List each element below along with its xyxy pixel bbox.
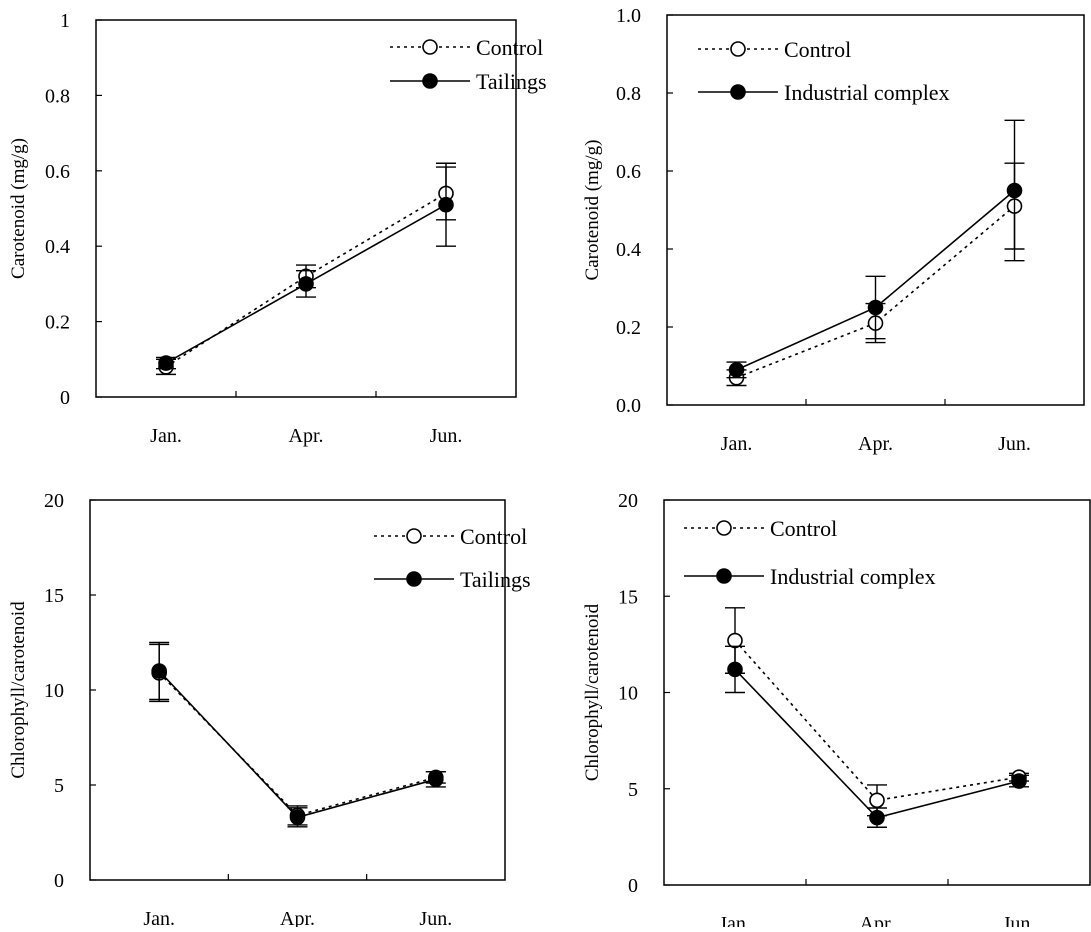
y-tick-label: 0.0 — [616, 395, 641, 417]
legend-entry: Control — [374, 524, 527, 549]
y-tick-label: 10 — [44, 680, 64, 702]
y-axis-label: Chlorophyll/carotenoid — [8, 601, 29, 779]
x-tick-label: Jan. — [719, 913, 751, 927]
legend-entry: Control — [698, 37, 851, 62]
y-tick-label: 10 — [618, 683, 638, 705]
legend-label: Control — [784, 37, 851, 62]
y-tick-label: 15 — [618, 586, 638, 608]
y-axis-label: Chlorophyll/carotenoid — [582, 603, 603, 781]
y-tick-label: 0.8 — [616, 83, 641, 105]
x-tick-label: Apr. — [289, 425, 324, 447]
legend-label: Industrial complex — [784, 80, 950, 105]
y-tick-label: 5 — [628, 779, 638, 801]
data-point-filled — [1006, 182, 1023, 199]
x-tick-label: Jun. — [998, 433, 1031, 455]
series-line — [158, 670, 437, 819]
chart-1: 0 0.2 0.4 0.6 0.8 1 Jan. Apr. Jun. Carotenoid (mg… — [8, 10, 547, 447]
data-point-filled — [158, 355, 174, 371]
legend-marker — [406, 571, 422, 587]
series-control — [149, 643, 446, 826]
legend-marker — [422, 73, 438, 89]
legend-entry: Tailings — [374, 567, 531, 592]
y-tick-label: 0 — [628, 875, 638, 897]
y-tick-label: 15 — [44, 585, 64, 607]
data-point-filled — [867, 299, 884, 316]
series-industrial-complex — [725, 645, 1029, 828]
data-point-filled — [289, 809, 306, 826]
y-tick-label: 1 — [60, 10, 70, 32]
chart-3: 0 5 10 15 20 Jan. Apr. Jun. Chlorophyll/caroteno… — [8, 490, 531, 930]
y-tick-label: 1.0 — [616, 5, 641, 27]
legend-label: Tailings — [460, 567, 531, 592]
data-point-filled — [869, 809, 885, 826]
x-tick-label: Jan. — [721, 433, 753, 455]
data-point-filled — [438, 196, 454, 213]
y-tick-label: 0.6 — [616, 161, 641, 183]
x-tick-label: Jan. — [150, 425, 182, 447]
y-tick-label: 20 — [618, 490, 638, 512]
legend-label: Control — [476, 35, 543, 60]
data-point-filled — [298, 276, 314, 292]
chart-4: 0 5 10 15 20 Jan. Apr. Jun. Chlorophyll/caroteno… — [582, 490, 1091, 932]
legend-label: Industrial complex — [770, 564, 936, 589]
series-line — [165, 192, 447, 368]
x-tick-label: Apr. — [280, 908, 315, 927]
series-line — [734, 639, 1020, 802]
y-axis-label: Carotenoid (mg/g) — [582, 140, 603, 281]
series-industrial-complex — [726, 119, 1025, 379]
y-tick-label: 0 — [54, 870, 64, 892]
series-tailings — [156, 162, 456, 371]
legend-entry: Industrial complex — [684, 564, 936, 589]
x-tick-label: Jun. — [1003, 913, 1036, 927]
x-tick-label: Jan. — [143, 908, 175, 927]
legend-entry: Industrial complex — [698, 80, 950, 105]
legend-marker — [730, 84, 746, 100]
plot-frame — [95, 19, 517, 398]
legend-marker — [716, 568, 732, 584]
chart-2: 0.0 0.2 0.4 0.6 0.8 1.0 Jan. Apr. Jun. Carotenoid… — [582, 5, 1085, 455]
data-point-filled — [728, 362, 745, 378]
x-tick-label: Apr. — [858, 433, 893, 455]
y-tick-label: 0 — [60, 387, 70, 409]
series-tailings — [149, 641, 446, 828]
legend-marker — [406, 528, 422, 544]
y-tick-label: 0.2 — [616, 317, 641, 339]
y-tick-label: 5 — [54, 775, 64, 797]
legend-label: Control — [770, 516, 837, 541]
series-control — [726, 162, 1025, 387]
y-tick-label: 0.8 — [45, 85, 70, 107]
data-point-filled — [151, 663, 167, 679]
y-tick-label: 0.6 — [45, 161, 70, 183]
series-line — [158, 672, 437, 817]
x-tick-label: Jun. — [419, 908, 452, 927]
data-point-filled — [428, 771, 444, 788]
y-tick-label: 0.4 — [616, 239, 641, 261]
y-tick-label: 20 — [44, 490, 64, 512]
legend-marker — [730, 41, 746, 57]
plot-frame — [666, 14, 1085, 406]
data-point-filled — [1011, 773, 1027, 789]
legend-label: Tailings — [476, 69, 547, 94]
y-tick-label: 0.4 — [45, 236, 70, 258]
y-axis-label: Carotenoid (mg/g) — [8, 138, 29, 279]
data-point-open — [727, 632, 743, 649]
legend-entry: Tailings — [390, 69, 547, 94]
legend-entry: Control — [684, 516, 837, 541]
data-point-open — [869, 792, 885, 809]
legend-entry: Control — [390, 35, 543, 60]
legend-marker — [422, 39, 438, 55]
data-point-filled — [727, 661, 743, 678]
legend-label: Control — [460, 524, 527, 549]
legend-marker — [716, 520, 732, 536]
series-control — [725, 607, 1029, 817]
x-tick-label: Jun. — [430, 425, 463, 447]
y-tick-label: 0.2 — [45, 312, 70, 334]
x-tick-label: Apr. — [860, 913, 895, 927]
